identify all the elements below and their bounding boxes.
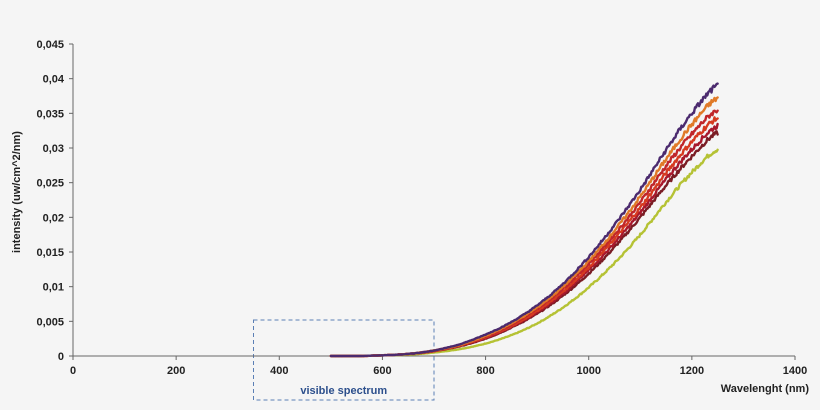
x-tick-label: 0 (70, 365, 76, 377)
y-axis-label: intensity (uw/cm^2/nm) (11, 131, 23, 253)
series-layer (329, 82, 719, 358)
x-tick-label: 1000 (576, 365, 600, 377)
x-tick-label: 200 (167, 365, 185, 377)
series-line (329, 96, 719, 358)
y-tick-label: 0,005 (36, 316, 64, 328)
y-tick-label: 0 (58, 351, 64, 363)
y-tick-label: 0,035 (36, 108, 64, 120)
y-tick-label: 0,03 (43, 143, 64, 155)
x-tick-label: 1200 (680, 365, 704, 377)
visible-spectrum-label: visible spectrum (300, 385, 387, 397)
y-tick-label: 0,025 (36, 178, 64, 190)
y-axis-ticks: 0 0,005 0,01 0,015 0,02 0,025 0,03 0,035 0,04 0,0… (36, 39, 73, 363)
y-tick-label: 0,045 (36, 39, 64, 51)
x-tick-label: 600 (373, 365, 391, 377)
x-tick-label: 1400 (783, 365, 807, 377)
x-axis-label: Wavelenght (nm) (721, 383, 810, 395)
chart-axes (72, 44, 795, 357)
y-tick-label: 0,01 (43, 282, 64, 294)
x-tick-label: 800 (476, 365, 494, 377)
series-line (329, 130, 719, 358)
y-tick-label: 0,04 (43, 74, 65, 86)
x-tick-label: 400 (270, 365, 288, 377)
x-axis-ticks: 0 200 400 600 800 1000 1200 1400 (70, 356, 807, 377)
y-tick-label: 0,015 (36, 247, 64, 259)
series-line (329, 82, 719, 358)
y-tick-label: 0,02 (43, 212, 64, 224)
visible-spectrum-box-outline (253, 319, 435, 401)
visible-spectrum-box (253, 319, 435, 401)
